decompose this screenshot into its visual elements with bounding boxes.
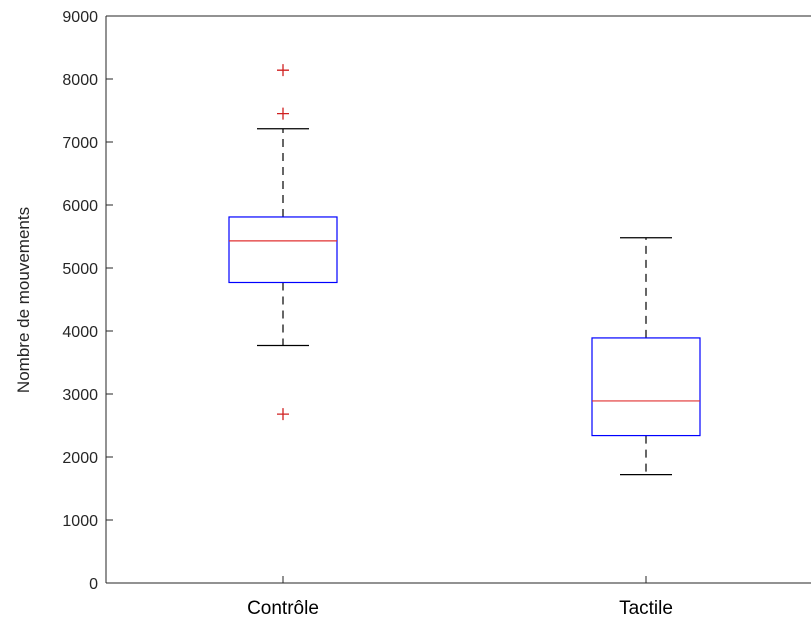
- y-tick-group: 0 1000 2000 3000 4000 5000 6000 7000 8000 9000: [62, 9, 647, 593]
- category-label-group: Contrôle Tactile: [247, 598, 673, 619]
- y-axis-title: Nombre de mouvements: [14, 207, 33, 393]
- y-tick-label: 3000: [62, 387, 98, 404]
- y-tick-label: 4000: [62, 324, 98, 341]
- y-tick-label: 0: [89, 576, 98, 593]
- outlier-marker: [277, 64, 289, 77]
- box-2: [591, 237, 701, 476]
- y-tick-label: 6000: [62, 198, 98, 215]
- y-tick-label: 5000: [62, 261, 98, 278]
- x-category-label: Tactile: [619, 598, 673, 619]
- y-tick-label: 7000: [62, 135, 98, 152]
- outlier-marker: [277, 107, 289, 120]
- y-tick-label: 8000: [62, 72, 98, 89]
- box-group: [228, 64, 701, 476]
- iqr-box: [591, 337, 701, 437]
- iqr-box: [228, 216, 338, 284]
- y-tick-label: 1000: [62, 513, 98, 530]
- plot-axes: [105, 15, 811, 584]
- x-category-label: Contrôle: [247, 598, 319, 619]
- y-tick-label: 9000: [62, 9, 98, 26]
- y-tick-label: 2000: [62, 450, 98, 467]
- box-1: [228, 64, 338, 421]
- outlier-marker: [277, 408, 289, 421]
